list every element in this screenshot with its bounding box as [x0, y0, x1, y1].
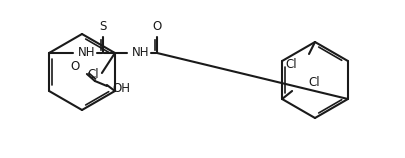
Text: OH: OH — [112, 82, 130, 95]
Text: NH: NH — [78, 46, 96, 60]
Text: Cl: Cl — [87, 69, 98, 82]
Text: NH: NH — [132, 46, 149, 60]
Text: Cl: Cl — [307, 76, 319, 89]
Text: O: O — [70, 61, 79, 73]
Text: S: S — [99, 19, 107, 33]
Text: Cl: Cl — [285, 58, 296, 70]
Text: O: O — [152, 19, 161, 33]
